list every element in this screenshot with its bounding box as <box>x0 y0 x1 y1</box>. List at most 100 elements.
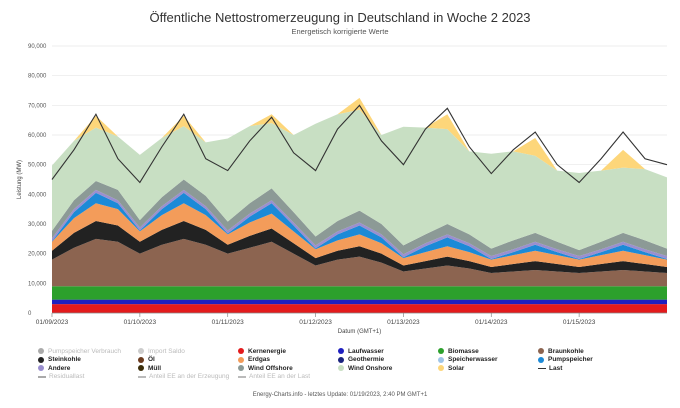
y-tick-label: 70,000 <box>28 103 47 109</box>
area-biomasse[interactable] <box>52 286 667 300</box>
legend-item-m-ll[interactable]: Müll <box>138 364 238 373</box>
legend-item-label: Erdgas <box>248 356 271 364</box>
area-pumpspeicher[interactable] <box>52 192 667 260</box>
legend-dot-icon <box>338 365 344 372</box>
legend-item-label: Steinkohle <box>48 356 81 364</box>
load-line <box>51 104 668 184</box>
footer-update-note: Energy-Charts.info - letztes Update: 01/… <box>252 392 428 398</box>
x-tick-label: 01/09/2023 <box>36 319 69 326</box>
area-braunkohle[interactable] <box>52 238 667 287</box>
legend-row: Andere Müll Wind Offshore Wind Onshore Solar… <box>38 364 668 373</box>
legend-item-label: Wind Onshore <box>348 364 393 372</box>
x-tick-label: 01/14/2023 <box>475 319 508 326</box>
legend-item-label: Speicherwasser <box>448 356 498 364</box>
legend-dot-icon <box>138 356 144 363</box>
legend-item-laufwasser[interactable]: Laufwasser <box>338 347 438 356</box>
legend-item-label: Kernenergie <box>248 347 286 355</box>
legend-item-braunkohle[interactable]: Braunkohle <box>538 347 638 356</box>
legend-item-erdgas[interactable]: Erdgas <box>238 356 338 365</box>
y-tick-label: 50,000 <box>28 163 47 169</box>
legend-dot-icon <box>538 348 544 355</box>
legend-item-anteil-ee-an-der-last[interactable]: Anteil EE an der Last <box>238 373 338 382</box>
legend-item-import-saldo[interactable]: Import Saldo <box>138 347 238 356</box>
x-axis-label: Datum (GMT+1) <box>338 329 382 335</box>
x-tick-label: 01/13/2023 <box>387 319 420 326</box>
legend-dot-icon <box>238 365 244 372</box>
legend-dot-icon <box>438 356 444 363</box>
legend-item-label: Residuallast <box>49 373 85 381</box>
area-laufwasser[interactable] <box>52 299 667 305</box>
legend-item-label: Laufwasser <box>348 347 384 355</box>
y-tick-label: 0 <box>28 311 32 317</box>
legend-item-pumpspeicher[interactable]: Pumpspeicher <box>538 356 638 365</box>
legend-dot-icon <box>238 356 244 363</box>
legend-item-last[interactable]: Last <box>538 364 638 373</box>
legend-dot-icon <box>438 365 444 372</box>
y-axis-label: Leistung (MW) <box>17 160 23 199</box>
legend-item-label: Öl <box>148 356 155 364</box>
legend-dot-icon <box>38 365 44 372</box>
y-tick-label: 20,000 <box>28 252 47 258</box>
legend-dot-icon <box>538 356 544 363</box>
legend-item-solar[interactable]: Solar <box>438 364 538 373</box>
legend-line-icon <box>238 376 246 378</box>
legend: Pumpspeicher Verbrauch Import Saldo Kernen… <box>38 347 668 381</box>
area-steinkohle[interactable] <box>52 221 667 273</box>
x-tick-label: 01/15/2023 <box>563 319 596 326</box>
legend-item-label: Solar <box>448 364 465 372</box>
legend-item-label: Last <box>549 364 563 372</box>
legend-item-label: Geothermie <box>348 356 385 364</box>
area-solar[interactable] <box>52 97 667 178</box>
legend-row: Pumpspeicher Verbrauch Import Saldo Kernen… <box>38 347 668 356</box>
legend-row: Steinkohle Öl Erdgas Geothermie Speicherwass… <box>38 356 668 365</box>
legend-dot-icon <box>438 348 444 355</box>
legend-item-wind-offshore[interactable]: Wind Offshore <box>238 364 338 373</box>
legend-line-icon <box>38 376 46 378</box>
legend-item-residuallast[interactable]: Residuallast <box>38 373 138 382</box>
area-wind-onshore[interactable] <box>52 109 667 251</box>
legend-dot-icon <box>38 348 44 355</box>
stacked-areas <box>52 97 667 313</box>
legend-item-label: Braunkohle <box>548 347 584 355</box>
legend-item-label: Andere <box>48 364 71 372</box>
legend-dot-icon <box>138 348 144 355</box>
line-last[interactable] <box>51 104 668 184</box>
legend-item--l[interactable]: Öl <box>138 356 238 365</box>
legend-item-biomasse[interactable]: Biomasse <box>438 347 538 356</box>
legend-item-label: Anteil EE an der Erzeugung <box>149 373 230 381</box>
legend-item-kernenergie[interactable]: Kernenergie <box>238 347 338 356</box>
legend-item-label: Anteil EE an der Last <box>249 373 311 381</box>
chart-title: Öffentliche Nettostromerzeugung in Deuts… <box>149 10 531 25</box>
y-tick-label: 90,000 <box>28 44 47 50</box>
legend-item-anteil-ee-an-der-erzeugung[interactable]: Anteil EE an der Erzeugung <box>138 373 238 382</box>
legend-item-geothermie[interactable]: Geothermie <box>338 356 438 365</box>
legend-item-label: Pumpspeicher <box>548 356 593 364</box>
area-andere[interactable] <box>52 189 667 260</box>
legend-row: Residuallast Anteil EE an der Erzeugung An… <box>38 373 668 382</box>
y-tick-label: 40,000 <box>28 192 47 198</box>
y-tick-label: 10,000 <box>28 281 47 287</box>
legend-item-label: Import Saldo <box>148 347 185 355</box>
legend-item-label: Müll <box>148 364 161 372</box>
legend-dot-icon <box>138 365 144 372</box>
y-tick-label: 80,000 <box>28 74 47 80</box>
y-tick-label: 60,000 <box>28 133 47 139</box>
area-erdgas[interactable] <box>52 203 667 268</box>
legend-item-wind-onshore[interactable]: Wind Onshore <box>338 364 438 373</box>
y-tick-label: 30,000 <box>28 222 47 228</box>
legend-line-icon <box>138 376 146 378</box>
legend-item-andere[interactable]: Andere <box>38 364 138 373</box>
x-tick-label: 01/12/2023 <box>299 319 332 326</box>
legend-item-pumpspeicher-verbrauch[interactable]: Pumpspeicher Verbrauch <box>38 347 138 356</box>
legend-item-label: Wind Offshore <box>248 364 293 372</box>
area-wind-offshore[interactable] <box>52 179 667 257</box>
legend-item-steinkohle[interactable]: Steinkohle <box>38 356 138 365</box>
legend-item-label: Biomasse <box>448 347 479 355</box>
legend-dot-icon <box>338 348 344 355</box>
legend-item-speicherwasser[interactable]: Speicherwasser <box>438 356 538 365</box>
legend-dot-icon <box>38 356 44 363</box>
chart-subtitle: Energetisch korrigierte Werte <box>291 27 389 36</box>
legend-line-icon <box>538 367 546 369</box>
area-kernenergie[interactable] <box>52 304 667 313</box>
